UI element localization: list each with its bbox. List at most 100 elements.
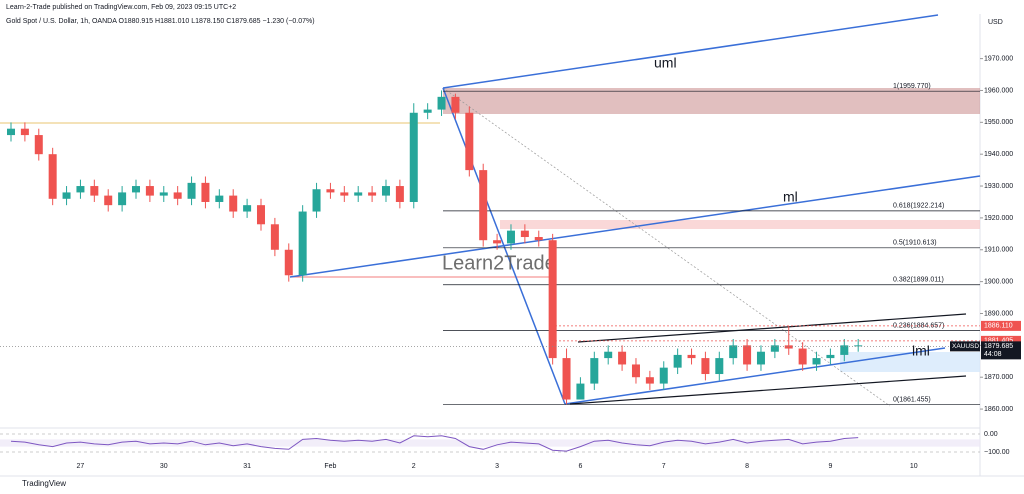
x-tick-label: 2 [412, 463, 416, 470]
symbol-tag [950, 341, 980, 352]
header: Learn-2-Trade published on TradingView.c… [6, 4, 236, 11]
symbol-label: XAUUSD [952, 343, 979, 350]
y-tick-label: 1860.000 [984, 406, 1013, 413]
x-tick-label: 9 [828, 463, 832, 470]
fib-label: 1(1959.770) [893, 83, 931, 90]
y-tick-label: 1960.000 [984, 87, 1013, 94]
candle-body [715, 358, 724, 375]
candle-body [784, 345, 793, 349]
candle-body [631, 364, 640, 378]
x-tick-label: 3 [495, 463, 499, 470]
candle-body [159, 192, 168, 196]
candle-body [326, 189, 335, 193]
candle-body [534, 237, 543, 241]
candle-body [437, 96, 446, 110]
candle-body [590, 358, 599, 384]
candle-body [409, 112, 418, 202]
channel-lower [569, 375, 967, 405]
candle-body [104, 195, 113, 206]
candle-body [701, 358, 710, 375]
candle-body [118, 192, 127, 206]
candle-body [770, 345, 779, 352]
fib-label: 0.236(1884.657) [893, 322, 944, 329]
current-price-label: 1879.685 [984, 343, 1013, 350]
candle-body [284, 249, 293, 276]
candle-body [243, 205, 252, 212]
candle-body [659, 367, 668, 384]
uml-label: uml [654, 55, 677, 71]
candle-body [423, 109, 432, 113]
resistance-zone [500, 220, 980, 229]
candle-body [201, 182, 210, 202]
marks: 1860.0001870.0001880.0001890.0001900.000… [0, 55, 1021, 470]
price-tag-label: 1881.405 [984, 338, 1013, 345]
price-tag [981, 335, 1021, 346]
fib-label: 0.618(1922.214) [893, 203, 944, 210]
candle-body [298, 211, 307, 276]
candle-body [854, 345, 863, 347]
supply-zone [443, 88, 980, 114]
y-tick-label: 1940.000 [984, 151, 1013, 158]
countdown: 44:08 [984, 351, 1002, 358]
candle-body [62, 192, 71, 199]
oscillator-tick-label: 0.00 [984, 431, 998, 438]
price-tag-label: 1886.110 [984, 323, 1013, 330]
candle-body [354, 192, 363, 196]
candle-body [395, 186, 404, 202]
current-price-tag [981, 341, 1021, 360]
candle-body [826, 354, 835, 359]
candle-body [576, 383, 585, 400]
ml-label: ml [783, 189, 798, 205]
x-tick-label: 30 [160, 463, 168, 470]
candle-body [673, 354, 682, 368]
dotted-line [442, 87, 891, 407]
candle-body [215, 195, 224, 202]
candle-body [493, 240, 502, 244]
candle-body [7, 128, 15, 136]
currency: USD [988, 19, 1003, 26]
y-tick-label: 1930.000 [984, 183, 1013, 190]
candle-body [48, 154, 57, 199]
y-tick-label: 1890.000 [984, 310, 1013, 317]
oscillator-line [10, 435, 859, 452]
candle-body [645, 377, 654, 384]
candle-body [618, 351, 627, 365]
x-tick-label: 7 [662, 463, 666, 470]
y-tick-label: 1950.000 [984, 119, 1013, 126]
candle-body [20, 128, 29, 136]
candle-body [756, 351, 765, 365]
x-tick-label: 27 [77, 463, 85, 470]
channel-upper [577, 313, 967, 343]
candle-body [90, 186, 99, 196]
lml-label: lml [912, 343, 930, 359]
candle-body [34, 135, 43, 155]
y-tick-label: 1910.000 [984, 247, 1013, 254]
y-tick-label: 1970.000 [984, 55, 1013, 62]
candle-body [173, 192, 182, 199]
y-tick-label: 1920.000 [984, 215, 1013, 222]
candle-body [187, 182, 196, 199]
footer: TradingView [22, 479, 66, 488]
candle-body [729, 345, 738, 359]
oscillator-tick-label: −100.00 [984, 449, 1010, 456]
candle-body [798, 348, 807, 365]
ml-line [289, 175, 981, 278]
candle-body [520, 230, 529, 238]
watermark: Learn2Trade [442, 252, 556, 274]
candle-body [812, 358, 821, 365]
candle-body [479, 170, 488, 241]
candle-body [340, 192, 349, 196]
x-tick-label: 31 [243, 463, 251, 470]
candle-body [270, 224, 279, 250]
x-tick-label: 10 [910, 463, 918, 470]
candle-body [451, 96, 460, 113]
x-tick-label: Feb [324, 463, 336, 470]
candle-body [604, 351, 613, 359]
candle-body [145, 186, 154, 196]
candle-body [312, 189, 321, 212]
x-tick-label: 6 [578, 463, 582, 470]
fib-label: 0.382(1899.011) [893, 277, 944, 284]
candle-body [562, 358, 571, 400]
